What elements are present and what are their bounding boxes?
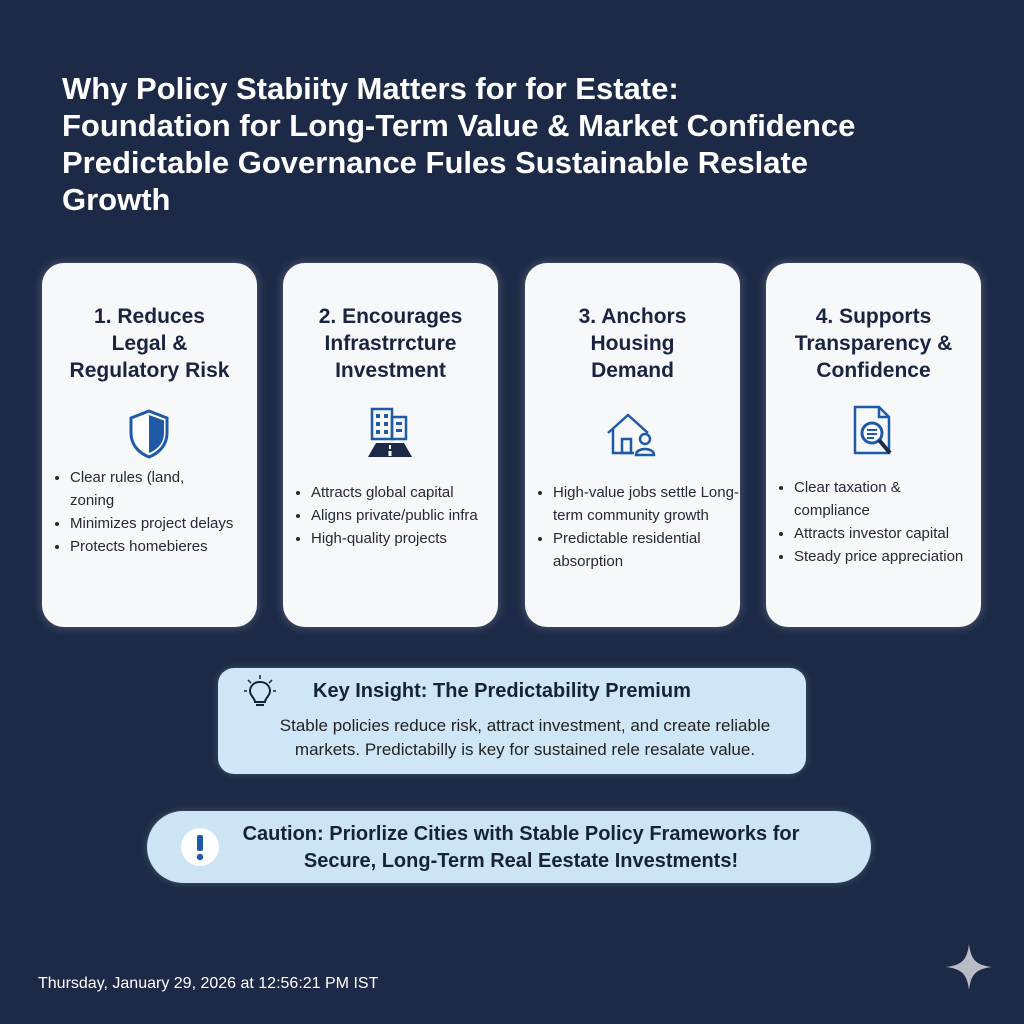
bullet: Aligns private/public infra [311, 504, 494, 527]
card-title-line: Regulatory Risk [69, 359, 230, 382]
card-title-line: Infrastrrcture [324, 332, 457, 355]
timestamp: Thursday, January 29, 2026 at 12:56:21 P… [38, 975, 379, 992]
card: 3. Anchors Housing Demand High-value jobs … [525, 263, 740, 627]
card-title: 3. Anchors Housing Demand [525, 303, 740, 384]
caution-text: Caution: Priorlize Cities with Stable Po… [242, 823, 800, 872]
bullet: High-value jobs settle Long-term communi… [553, 481, 743, 527]
housing-icon [607, 413, 656, 457]
card-title-line: 3. Anchors [578, 305, 687, 328]
infrastructure-icon [368, 407, 412, 457]
bullet: Attracts global capital [311, 481, 494, 504]
bullet: Attracts investor capital [794, 522, 977, 545]
bullet: Minimizes project delays [70, 512, 253, 535]
alert-icon [181, 828, 219, 866]
caution-box: Caution: Priorlize Cities with Stable Po… [147, 811, 871, 883]
card-title-line: Housing [590, 332, 675, 355]
card-title-line: 4. Supports [815, 305, 932, 328]
bullet: High-quality projects [311, 527, 494, 550]
card: 4. Supports Transparency & Confidence Clea… [766, 263, 981, 627]
bullet-list: Clear taxation & compliance Attracts inv… [778, 476, 977, 568]
insight-body: Stable policies reduce risk, attract inv… [279, 716, 771, 759]
bullet-list: Clear rules (land, zoning Minimizes proj… [54, 466, 253, 558]
headline-line: Foundation for Long-Term Value & Market … [62, 108, 856, 143]
card-title-line: Legal & [111, 332, 188, 355]
document-search-icon [853, 405, 892, 455]
bullet: Protects homebieres [70, 535, 253, 558]
headline: Why Policy Stabiity Matters for for Esta… [62, 70, 982, 218]
card-title-line: Confidence [816, 359, 931, 382]
card-title: 4. Supports Transparency & Confidence [766, 303, 981, 384]
bullet-list: High-value jobs settle Long-term communi… [537, 481, 750, 573]
card-title-line: Investment [335, 359, 446, 382]
card-title-line: Demand [591, 359, 674, 382]
sparkle-icon [946, 944, 992, 990]
card-title-line: 1. Reduces [94, 305, 205, 328]
card: 2. Encourages Infrastrrcture Investment At… [283, 263, 498, 627]
card-title-line: 2. Encourages [318, 305, 463, 328]
card-title-line: Transparency & [794, 332, 953, 355]
bullet: Predictable residential absorption [553, 527, 723, 573]
headline-line: Predictable Governance Fules Sustainable… [62, 145, 809, 217]
bullet: Clear taxation & compliance [794, 476, 934, 522]
insight-title: Key Insight: The Predictability Premium [313, 680, 691, 702]
bullet: Clear rules (land, zoning [70, 466, 200, 512]
card: 1. Reduces Legal & Regulatory Risk Clear r… [42, 263, 257, 627]
card-title: 2. Encourages Infrastrrcture Investment [283, 303, 498, 384]
shield-icon [129, 409, 169, 459]
lightbulb-icon [244, 675, 276, 706]
bullet: Steady price appreciation [794, 545, 977, 568]
bullet-list: Attracts global capital Aligns private/p… [295, 481, 494, 550]
insight-box: Key Insight: The Predictability Premium … [218, 668, 806, 774]
card-title: 1. Reduces Legal & Regulatory Risk [42, 303, 257, 384]
headline-line: Why Policy Stabiity Matters for for Esta… [62, 71, 679, 106]
